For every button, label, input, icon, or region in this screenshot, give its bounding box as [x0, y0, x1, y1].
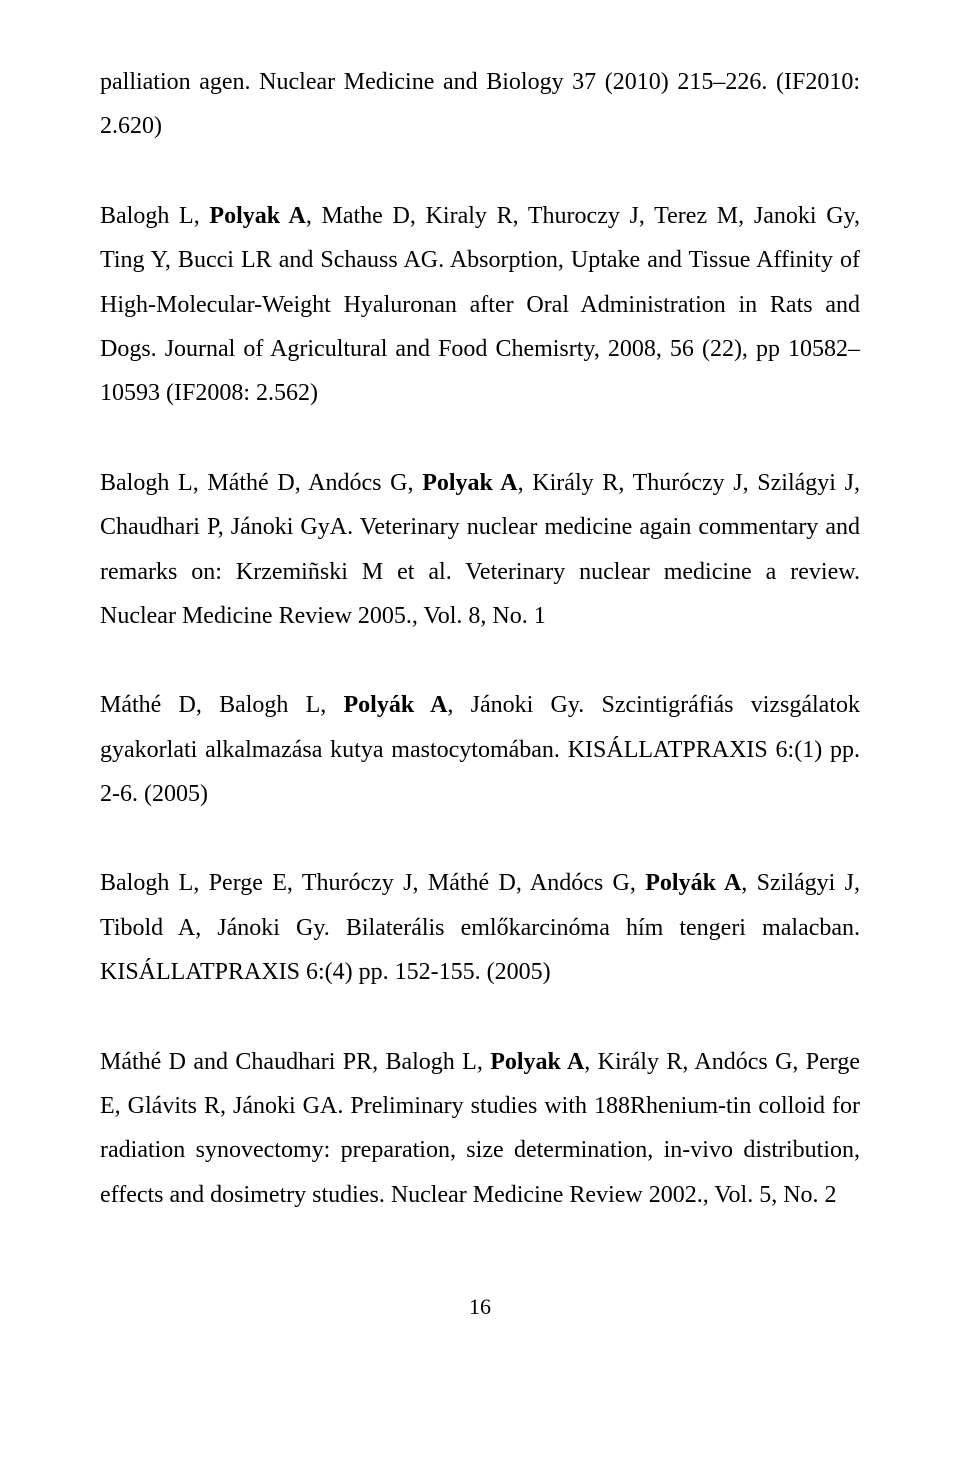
author-highlight: Polyak A: [209, 203, 305, 229]
page-number: 16: [100, 1287, 860, 1328]
paragraph: palliation agen. Nuclear Medicine and Bi…: [100, 60, 860, 149]
text-segment: Máthé D and Chaudhari PR, Balogh L,: [100, 1049, 490, 1075]
document-body: palliation agen. Nuclear Medicine and Bi…: [100, 60, 860, 1217]
text-segment: Balogh L,: [100, 203, 209, 229]
text-segment: Balogh L, Máthé D, Andócs G,: [100, 470, 422, 496]
author-highlight: Polyák A: [645, 870, 741, 896]
author-highlight: Polyák A: [344, 692, 448, 718]
paragraph: Máthé D, Balogh L, Polyák A, Jánoki Gy. …: [100, 683, 860, 816]
text-segment: Balogh L, Perge E, Thuróczy J, Máthé D, …: [100, 870, 645, 896]
author-highlight: Polyak A: [490, 1049, 584, 1075]
text-segment: palliation agen. Nuclear Medicine and Bi…: [100, 69, 860, 139]
text-segment: , Mathe D, Kiraly R, Thuroczy J, Terez M…: [100, 203, 860, 407]
paragraph: Balogh L, Máthé D, Andócs G, Polyak A, K…: [100, 461, 860, 639]
text-segment: Máthé D, Balogh L,: [100, 692, 344, 718]
paragraph: Máthé D and Chaudhari PR, Balogh L, Poly…: [100, 1040, 860, 1218]
paragraph: Balogh L, Polyak A, Mathe D, Kiraly R, T…: [100, 194, 860, 416]
author-highlight: Polyak A: [422, 470, 517, 496]
paragraph: Balogh L, Perge E, Thuróczy J, Máthé D, …: [100, 861, 860, 994]
